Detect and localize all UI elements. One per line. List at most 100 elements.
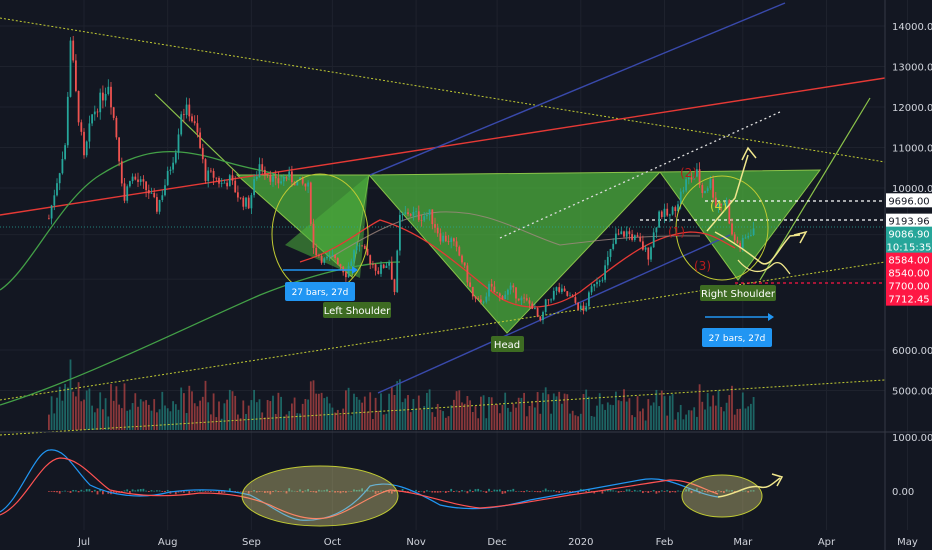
volume-bar — [469, 400, 471, 430]
candle-body — [577, 302, 579, 310]
candle-body — [447, 241, 450, 243]
volume-bar — [542, 392, 544, 430]
volume-bar — [77, 382, 80, 430]
candle-body — [288, 171, 291, 178]
candle-body — [579, 305, 582, 310]
macd-hist-bar — [264, 491, 266, 493]
macd-hist-bar — [663, 491, 666, 492]
candle-body — [385, 265, 388, 268]
candle-body — [328, 255, 331, 257]
candle-body — [679, 191, 682, 205]
candle-body — [215, 177, 218, 179]
volume-bar — [747, 406, 750, 430]
volume-bar — [318, 393, 320, 430]
macd-hist-bar — [482, 491, 485, 492]
volume-bar — [93, 412, 96, 430]
candle-body — [366, 248, 369, 256]
macd-hist-bar — [485, 491, 488, 494]
candle-body — [717, 204, 720, 208]
candle-body — [174, 152, 177, 163]
volume-bar — [312, 380, 315, 430]
candle-body — [218, 178, 220, 184]
candle-body — [620, 231, 623, 235]
candle-body — [388, 262, 390, 266]
candle-body — [177, 134, 180, 153]
macd-hist-bar — [315, 491, 318, 493]
candle-body — [150, 192, 153, 194]
macd-hist-bar — [320, 490, 323, 492]
macd-hist-bar — [633, 489, 636, 492]
volume-bar — [96, 408, 99, 430]
candle-body — [377, 270, 380, 274]
macd-projection-arrow — [717, 473, 784, 498]
macd-hist-bar — [515, 491, 517, 492]
price-label-box — [886, 291, 932, 306]
volume-bar — [696, 416, 698, 430]
macd-hist-bar — [156, 490, 158, 492]
volume-bar — [274, 413, 277, 430]
candle-body — [85, 141, 88, 156]
candle-body — [320, 255, 323, 263]
volume-bar — [561, 403, 563, 430]
volume-bar — [247, 405, 250, 430]
candle-body — [496, 292, 498, 294]
macd-tick-label: 1000.00 — [892, 433, 932, 444]
moving-average-red — [299, 219, 736, 308]
volume-bar — [401, 402, 404, 430]
volume-bar — [601, 404, 604, 430]
candle-body — [293, 182, 296, 186]
macd-hist-bar — [242, 491, 245, 493]
volume-bar — [326, 396, 328, 430]
macd-hist-bar — [53, 491, 56, 493]
macd-hist-bar — [69, 491, 72, 493]
macd-hist-bar — [166, 489, 169, 492]
candle-body — [690, 177, 693, 180]
volume-bar — [388, 393, 390, 430]
macd-hist-bar — [687, 489, 690, 492]
candle-body — [593, 284, 596, 287]
volume-bar — [218, 401, 220, 430]
macd-hist-bar — [388, 491, 390, 493]
macd-hist-bar — [93, 489, 96, 492]
candle-body — [639, 236, 642, 242]
candle-body — [428, 209, 431, 215]
volume-bar — [507, 407, 509, 430]
volume-bar — [674, 419, 677, 430]
candle-body — [369, 255, 372, 265]
candle-body — [210, 170, 212, 172]
candle-body — [701, 184, 704, 194]
candle-body — [393, 279, 396, 293]
macd-hist-bar — [636, 490, 639, 492]
candle-body — [415, 211, 417, 213]
volume-bar — [712, 395, 714, 430]
macd-hist-bar — [509, 489, 512, 492]
range-arrow-left-head — [352, 266, 358, 274]
volume-bar — [261, 412, 264, 430]
macd-hist-bar — [258, 491, 261, 492]
volume-bar — [69, 359, 72, 430]
macd-hist-bar — [685, 489, 687, 492]
candle-body — [166, 170, 169, 186]
macd-hist-bar — [48, 491, 50, 492]
volume-bar — [490, 397, 493, 430]
candle-body — [588, 292, 590, 307]
volume-bar — [174, 404, 177, 430]
volume-bar — [277, 392, 280, 430]
candle-body — [261, 164, 264, 170]
volume-bar — [107, 416, 110, 430]
volume-bar — [606, 402, 609, 430]
candle-body — [255, 176, 258, 180]
volume-bar — [266, 400, 269, 430]
volume-bar — [471, 411, 474, 430]
candle-body — [296, 180, 299, 186]
volume-bar — [687, 410, 690, 430]
candle-body — [693, 176, 696, 180]
candle-body — [563, 288, 566, 292]
volume-bar — [309, 381, 312, 430]
candle-body — [61, 159, 64, 174]
macd-hist-bar — [363, 490, 366, 492]
candle-body — [112, 107, 115, 118]
price-label-text: 10:15:35 — [887, 243, 932, 254]
macd-hist-bar — [201, 490, 204, 492]
